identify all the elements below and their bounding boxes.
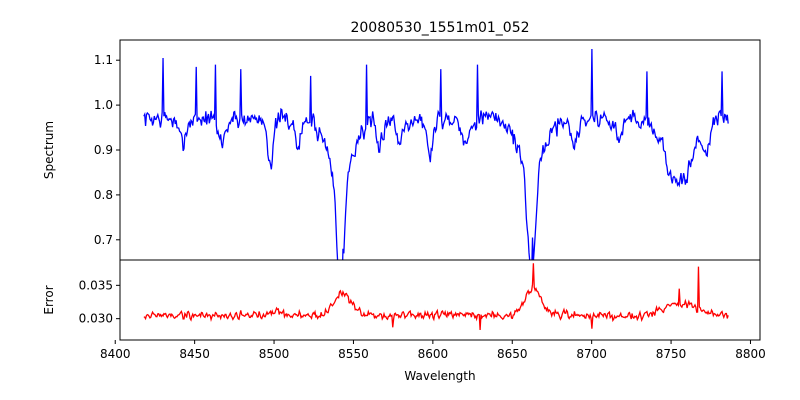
x-tick-label: 8700 [576,347,607,361]
error-y-label: Error [42,285,56,314]
x-tick-label: 8800 [735,347,766,361]
error-y-tick-label: 0.035 [79,278,113,292]
error-axes-frame [119,259,761,341]
spectrum-panel: 0.7 0.8 0.9 1.0 1.1 Spectrum [42,39,761,261]
x-tick-label: 8500 [259,347,290,361]
spectrum-y-tick-label: 0.9 [94,143,113,157]
x-tick-label: 8400 [100,347,131,361]
spectrum-line [143,48,729,260]
x-tick-label: 8550 [338,347,369,361]
error-y-axis: 0.030 0.035 [79,278,120,326]
x-axis-label: Wavelength [404,369,475,383]
spectrum-y-tick-label: 0.7 [94,233,113,247]
spectrum-y-axis: 0.7 0.8 0.9 1.0 1.1 [94,53,120,247]
x-tick-label: 8650 [497,347,528,361]
error-panel: 0.030 0.035 Error [42,259,761,341]
spectrum-y-tick-label: 1.1 [94,53,113,67]
x-tick-label: 8450 [179,347,210,361]
spectrum-y-tick-label: 1.0 [94,98,113,112]
error-y-tick-label: 0.030 [79,312,113,326]
x-tick-label: 8750 [656,347,687,361]
x-tick-label: 8600 [418,347,449,361]
error-line [143,263,729,331]
spectrum-y-label: Spectrum [42,121,56,179]
spectrum-y-tick-label: 0.8 [94,188,113,202]
wavelength-x-axis: 8400 8450 8500 8550 8600 8650 8700 8750 8800 [100,340,766,361]
chart-title: 20080530_1551m01_052 [350,20,529,36]
